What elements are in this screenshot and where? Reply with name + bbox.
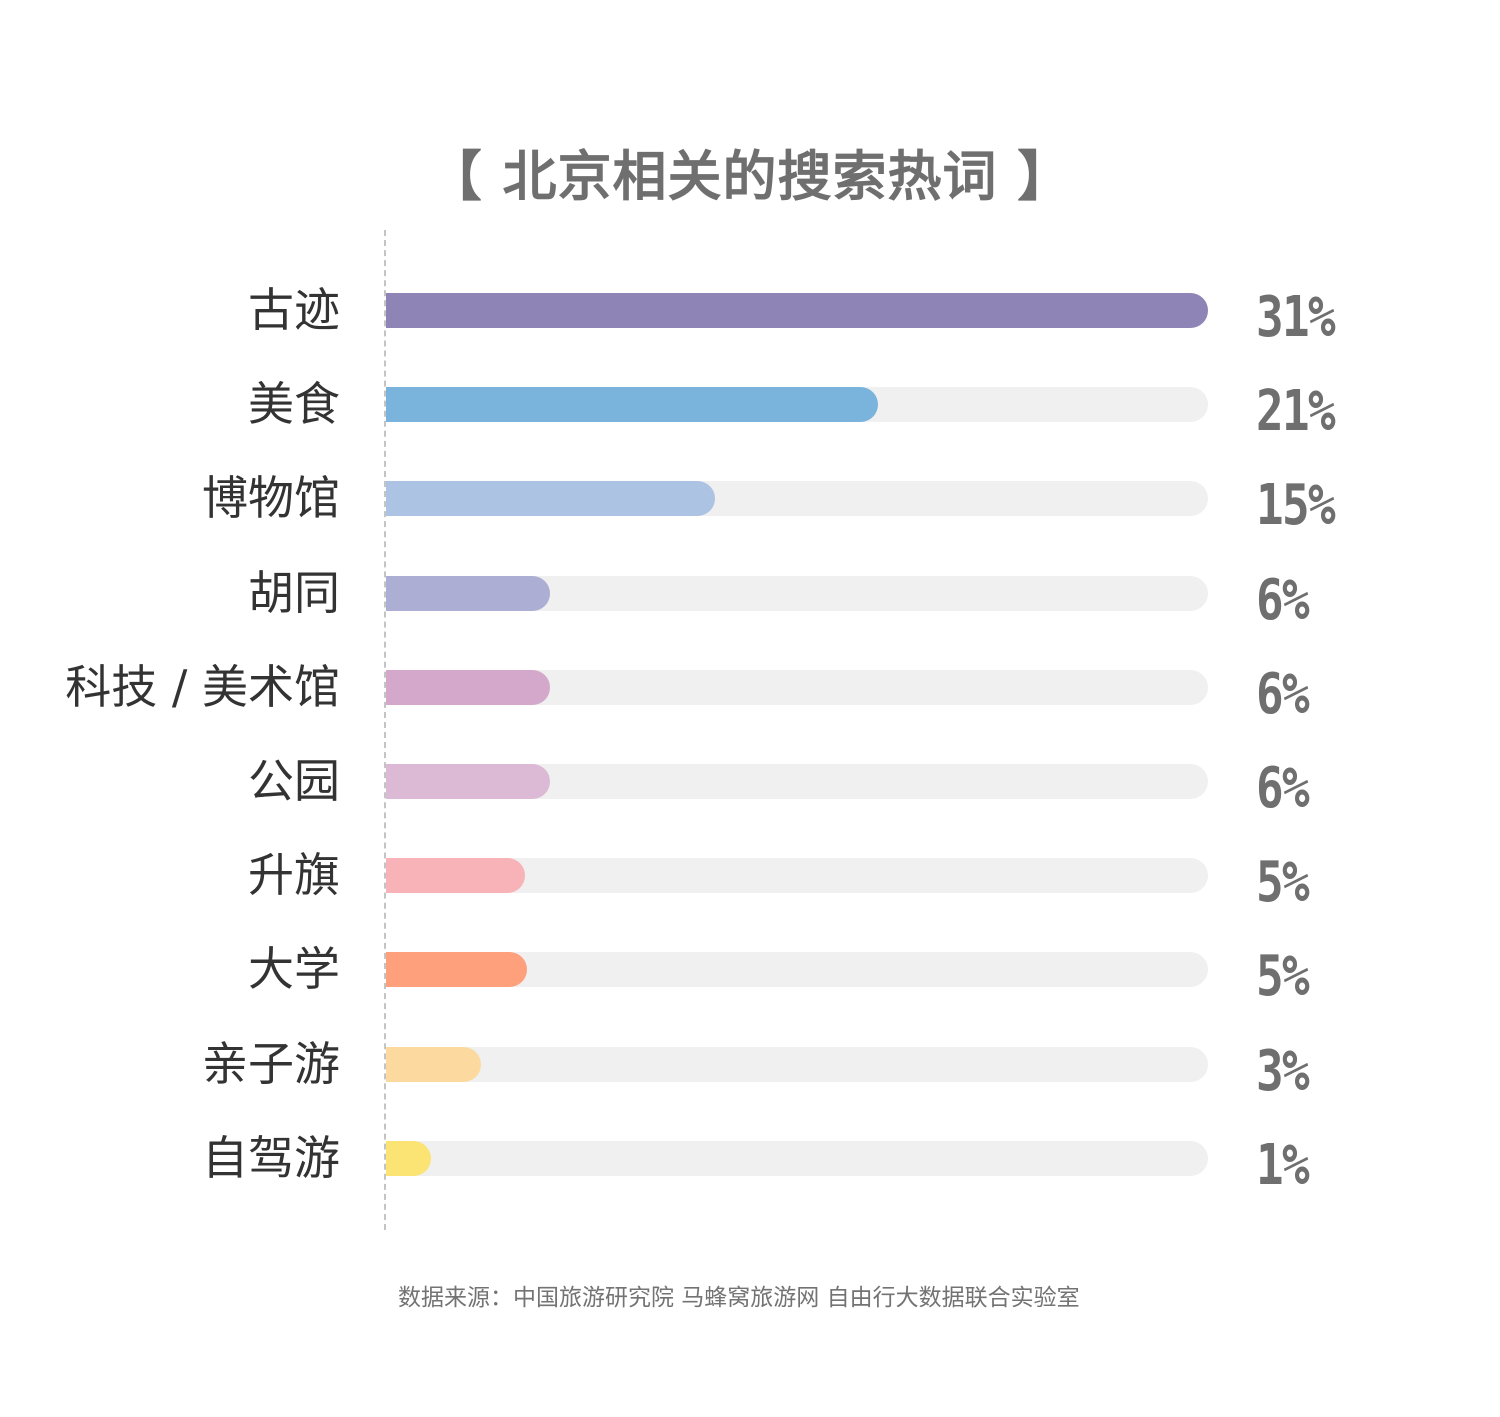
value-label: 3% (1256, 1039, 1310, 1104)
category-label: 美食 (248, 377, 340, 431)
value-label: 1% (1256, 1133, 1310, 1198)
value-label: 5% (1256, 850, 1310, 915)
value-label: 31% (1256, 285, 1336, 350)
bar (386, 951, 527, 987)
chart-title: 【 北京相关的搜索热词 】 (427, 145, 1073, 208)
bar (386, 1046, 481, 1082)
bar-track (386, 1140, 1208, 1176)
value-label: 5% (1256, 944, 1310, 1009)
bar (386, 575, 550, 611)
category-axis-line (384, 230, 386, 1230)
value-label: 21% (1256, 379, 1336, 444)
value-label: 6% (1256, 568, 1310, 633)
category-label: 亲子游 (202, 1037, 340, 1091)
bar-track (386, 1046, 1208, 1082)
category-label: 公园 (248, 754, 340, 808)
category-label: 自驾游 (202, 1131, 340, 1185)
category-label: 升旗 (248, 848, 340, 902)
bar (386, 386, 878, 422)
value-label: 6% (1256, 662, 1310, 727)
bar (386, 669, 550, 705)
bar (386, 1140, 431, 1176)
category-label: 科技 / 美术馆 (65, 660, 340, 714)
bar (386, 480, 715, 516)
bar (386, 857, 525, 893)
bar (386, 763, 550, 799)
category-label: 胡同 (248, 566, 340, 620)
bar (386, 292, 1208, 328)
category-label: 大学 (248, 942, 340, 996)
value-label: 15% (1256, 473, 1336, 538)
category-label: 博物馆 (202, 471, 340, 525)
value-label: 6% (1256, 756, 1310, 821)
category-label: 古迹 (248, 283, 340, 337)
data-source-note: 数据来源：中国旅游研究院 马蜂窝旅游网 自由行大数据联合实验室 (398, 1285, 1080, 1311)
